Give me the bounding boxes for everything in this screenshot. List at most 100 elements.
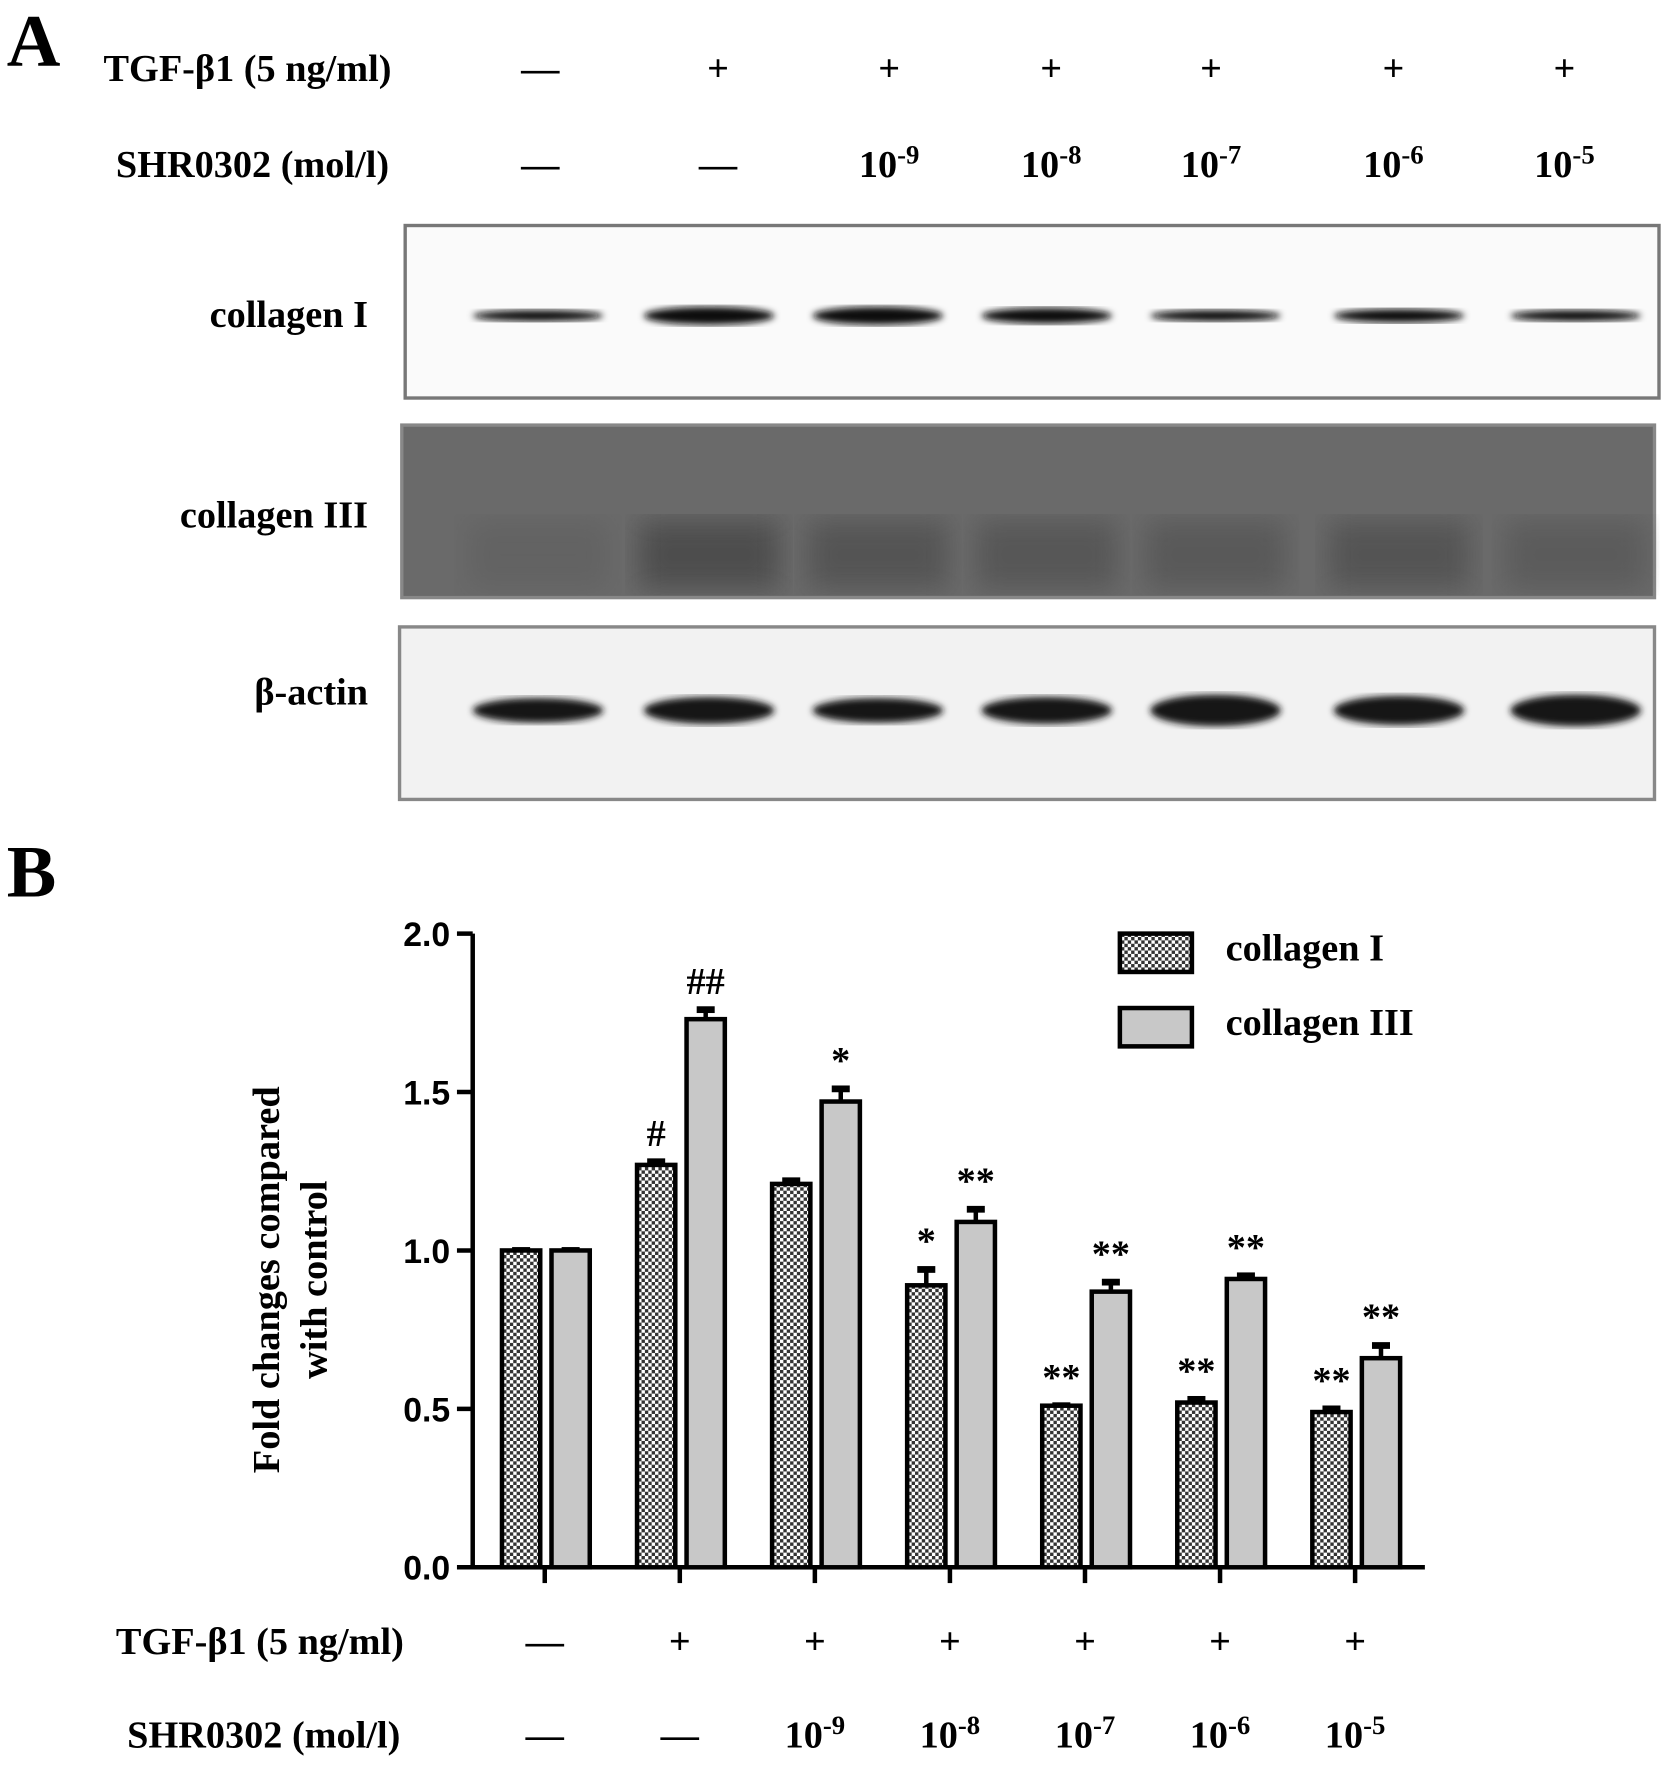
exponent: -9 <box>823 1710 845 1740</box>
bar <box>904 1283 948 1570</box>
blot-bands <box>468 306 1646 727</box>
band <box>808 520 948 589</box>
legend-swatch <box>1117 1005 1195 1049</box>
legend-label: collagen I <box>1226 928 1384 970</box>
error-cap <box>1371 1342 1390 1349</box>
significance-mark: ** <box>957 1160 995 1202</box>
exponent-base: 10 <box>920 1715 958 1757</box>
condition-value: — <box>520 48 560 90</box>
condition-value: + <box>1074 1621 1096 1663</box>
band <box>1150 310 1281 322</box>
legend-label: collagen III <box>1226 1002 1414 1044</box>
bar <box>1359 1355 1403 1570</box>
condition-label: TGF-β1 (5 ng/ml) <box>116 1621 404 1663</box>
y-axis-title: Fold changes compared with control <box>246 1086 335 1473</box>
condition-value: + <box>669 1621 691 1663</box>
condition-label: SHR0302 (mol/l) <box>127 1715 400 1757</box>
error-cap <box>1322 1405 1341 1413</box>
condition-label: SHR0302 (mol/l) <box>116 144 389 186</box>
bar <box>819 1099 863 1570</box>
condition-value: + <box>1200 48 1222 90</box>
error-cap <box>831 1085 850 1093</box>
exponent: -6 <box>1401 139 1423 169</box>
band <box>472 310 604 322</box>
bar <box>1089 1289 1133 1570</box>
exponent: -5 <box>1363 1710 1385 1740</box>
exponent-base: 10 <box>1055 1715 1093 1757</box>
bar <box>769 1181 813 1570</box>
condition-value: 10-5 <box>1325 1710 1386 1757</box>
condition-value: — <box>698 144 738 186</box>
band <box>639 520 779 589</box>
y-tick-label: 1.0 <box>403 1233 450 1271</box>
significance-mark: ** <box>1312 1360 1350 1402</box>
significance-mark: ** <box>1227 1227 1265 1269</box>
condition-value: 10-9 <box>785 1710 846 1757</box>
significance-mark: ** <box>1042 1357 1080 1399</box>
bar <box>1224 1276 1268 1570</box>
error-cap <box>782 1177 801 1185</box>
condition-value: 10-5 <box>1534 139 1595 186</box>
error-cap <box>966 1205 985 1213</box>
condition-value: + <box>707 48 729 90</box>
exponent-base: 10 <box>1181 144 1219 186</box>
condition-value: — <box>525 1715 565 1757</box>
band <box>643 306 775 325</box>
exponent: -6 <box>1228 1710 1250 1740</box>
y-tick-label: 1.5 <box>403 1074 450 1112</box>
bar <box>549 1248 593 1570</box>
condition-value: 10-9 <box>859 139 920 186</box>
exponent-base: 10 <box>1325 1715 1363 1757</box>
band <box>1505 520 1646 589</box>
band <box>981 307 1112 324</box>
significance-mark: ## <box>687 961 725 1003</box>
significance-mark: ** <box>1177 1351 1215 1393</box>
legend-swatch <box>1117 931 1195 975</box>
error-cap <box>917 1266 936 1273</box>
condition-value: 10-7 <box>1055 1710 1116 1757</box>
exponent: -9 <box>897 139 919 169</box>
condition-value: 10-6 <box>1363 139 1424 186</box>
condition-value: — <box>660 1715 700 1757</box>
bar-chart: 0.0 0.5 1.0 1.5 2.0 Fold changes compared with… <box>116 916 1425 1757</box>
exponent-base: 10 <box>785 1715 823 1757</box>
blot-label: collagen III <box>180 495 368 537</box>
panel-label: B <box>7 831 57 913</box>
band <box>976 520 1117 589</box>
band <box>981 696 1112 724</box>
band <box>1150 694 1281 727</box>
error-cap <box>1187 1395 1206 1403</box>
band <box>1333 308 1465 323</box>
error-cap <box>647 1158 666 1166</box>
y-tick-label: 0.0 <box>403 1550 450 1588</box>
band <box>1510 310 1641 322</box>
exponent: -8 <box>958 1710 980 1740</box>
band <box>1145 520 1286 589</box>
condition-value: — <box>520 144 560 186</box>
band <box>468 520 608 589</box>
band <box>472 697 604 723</box>
error-cap <box>1101 1278 1120 1286</box>
condition-value: 10-8 <box>1021 139 1082 186</box>
error-cap <box>1236 1272 1255 1280</box>
exponent-base: 10 <box>859 144 897 186</box>
condition-value: 10-6 <box>1190 1710 1251 1757</box>
exponent: -7 <box>1219 139 1241 169</box>
panel-label: A <box>7 0 61 82</box>
exponent-base: 10 <box>1363 144 1401 186</box>
significance-mark: ** <box>1092 1233 1130 1275</box>
condition-value: + <box>939 1621 961 1663</box>
band <box>1333 695 1465 726</box>
condition-value: 10-8 <box>920 1710 981 1757</box>
band <box>812 697 944 723</box>
bar <box>499 1248 543 1570</box>
condition-value: + <box>1554 48 1576 90</box>
bar <box>1039 1403 1083 1570</box>
condition-value: + <box>1209 1621 1231 1663</box>
exponent: -7 <box>1093 1710 1115 1740</box>
y-axis-title-line: Fold changes compared <box>246 1086 288 1473</box>
condition-value: 10-7 <box>1181 139 1242 186</box>
band <box>1510 694 1641 727</box>
exponent: -5 <box>1572 139 1594 169</box>
